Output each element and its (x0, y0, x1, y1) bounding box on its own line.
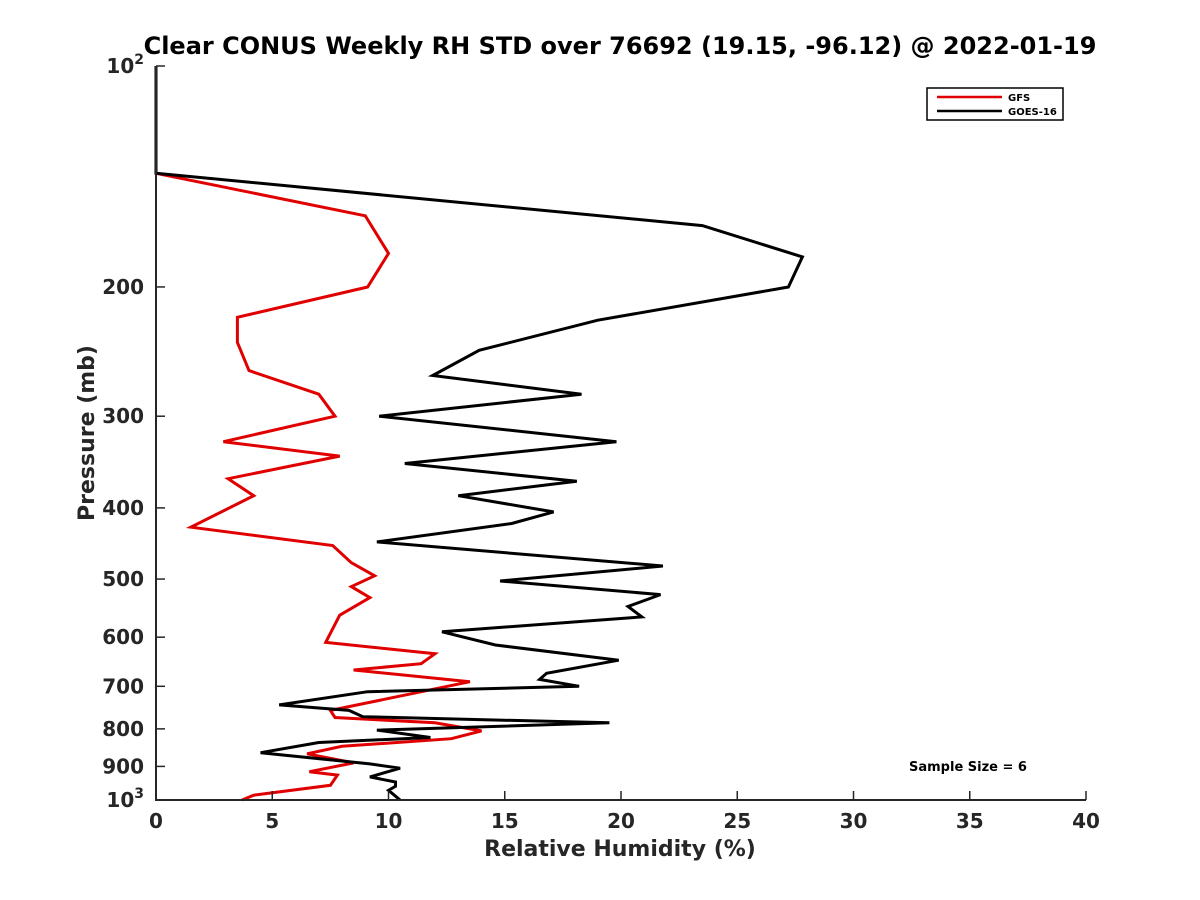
y-tick-label: 800 (102, 717, 144, 741)
x-tick-label: 0 (149, 809, 163, 833)
y-tick-label: 200 (102, 275, 144, 299)
x-tick-label: 25 (723, 809, 751, 833)
x-tick-label: 35 (956, 809, 984, 833)
x-tick-label: 15 (491, 809, 519, 833)
legend-label-goes16: GOES-16 (1008, 107, 1057, 118)
axes (155, 66, 1086, 801)
y-tick-label: 102 (106, 52, 144, 78)
x-tick-label: 5 (265, 809, 279, 833)
x-ticks: 0 5 10 15 20 25 30 35 40 (149, 791, 1100, 833)
y-tick-label: 700 (102, 674, 144, 698)
y-ticks: 102 200 300 400 500 600 700 800 900 103 (102, 52, 165, 812)
series-line-gfs (154, 66, 482, 802)
legend-box (926, 87, 1064, 121)
chart-title: Clear CONUS Weekly RH STD over 76692 (19… (144, 32, 1097, 60)
x-tick-label: 20 (607, 809, 635, 833)
y-tick-label: 300 (102, 404, 144, 428)
plot-area: 0 5 10 15 20 25 30 35 40 102 200 300 400 500 600 700 80… (102, 52, 1100, 833)
y-tick-label: 103 (106, 786, 144, 812)
legend: GFS GOES-16 (926, 87, 1064, 121)
y-tick-label: 900 (102, 754, 144, 778)
y-axis-label: Pressure (mb) (75, 345, 100, 521)
y-tick-label: 400 (102, 496, 144, 520)
x-axis-label: Relative Humidity (%) (484, 837, 756, 862)
series-line-goes16 (154, 66, 805, 802)
x-tick-label: 10 (375, 809, 403, 833)
x-tick-label: 30 (840, 809, 868, 833)
y-tick-label: 500 (102, 567, 144, 591)
sample-size-annotation: Sample Size = 6 (909, 760, 1027, 775)
y-tick-label: 600 (102, 625, 144, 649)
series-layer (154, 66, 805, 802)
x-tick-label: 40 (1072, 809, 1100, 833)
legend-label-gfs: GFS (1008, 93, 1030, 104)
